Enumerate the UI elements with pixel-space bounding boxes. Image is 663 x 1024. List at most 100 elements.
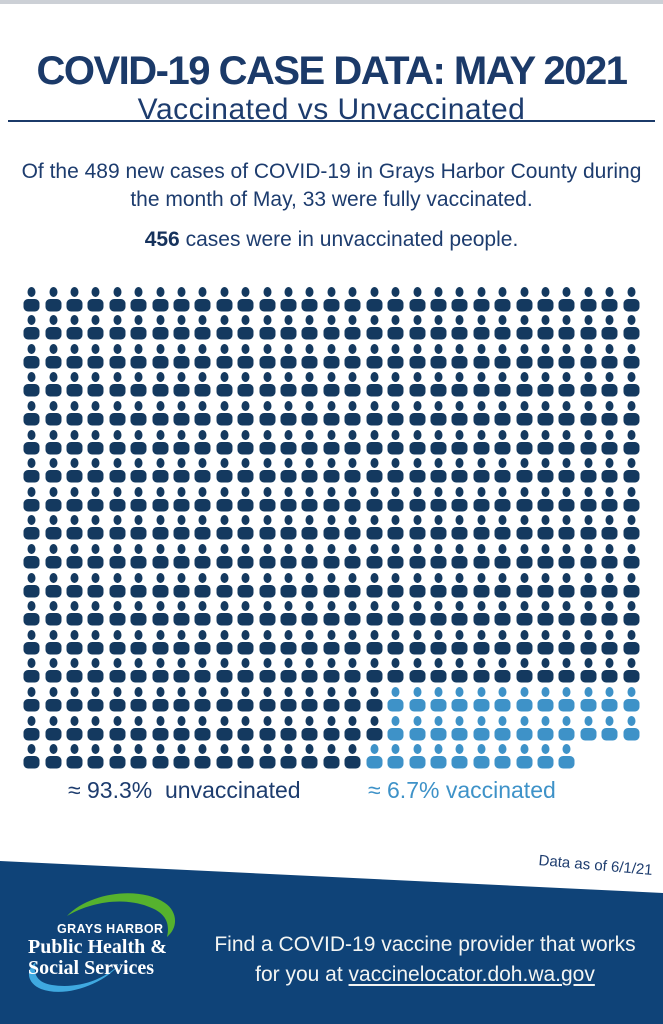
person-icon — [385, 686, 406, 712]
vaccine-locator-link[interactable]: vaccinelocator.doh.wa.gov — [348, 963, 595, 987]
person-icon — [42, 629, 63, 655]
person-icon — [278, 486, 299, 512]
pictogram-row — [21, 598, 642, 627]
person-icon — [171, 658, 192, 683]
person-icon — [471, 601, 492, 626]
person-icon — [256, 686, 277, 712]
person-icon — [406, 658, 427, 683]
person-icon — [107, 515, 128, 540]
pictogram-row — [21, 741, 642, 770]
person-icon — [406, 601, 427, 626]
person-icon — [342, 744, 363, 769]
person-icon — [235, 286, 256, 312]
person-icon — [578, 601, 599, 626]
person-icon — [192, 429, 213, 455]
logo-text-grays-harbor: GRAYS HARBOR — [57, 922, 164, 936]
person-icon — [406, 686, 427, 712]
person-icon — [385, 286, 406, 312]
person-icon — [492, 629, 513, 655]
person-icon — [21, 744, 42, 769]
person-icon — [256, 658, 277, 683]
legend-unvaccinated: ≈ 93.3% unvaccinated — [68, 777, 301, 803]
person-icon — [256, 315, 277, 340]
person-icon — [599, 515, 620, 540]
person-icon — [21, 343, 42, 369]
person-icon — [535, 601, 556, 626]
person-icon — [149, 658, 170, 683]
person-icon — [128, 400, 149, 426]
person-icon — [64, 515, 85, 540]
person-icon — [128, 629, 149, 655]
person-icon — [406, 486, 427, 512]
person-icon — [278, 343, 299, 369]
person-icon — [406, 429, 427, 455]
person-icon — [449, 744, 470, 769]
person-icon — [492, 486, 513, 512]
person-icon — [85, 429, 106, 455]
person-icon — [535, 686, 556, 712]
person-icon — [449, 572, 470, 598]
person-icon — [42, 744, 63, 769]
pictogram-row — [21, 483, 642, 512]
person-icon — [449, 486, 470, 512]
person-icon — [471, 572, 492, 598]
person-icon — [513, 458, 534, 483]
person-icon — [64, 658, 85, 683]
person-icon — [192, 715, 213, 741]
person-icon — [149, 343, 170, 369]
person-icon — [471, 486, 492, 512]
person-icon — [256, 543, 277, 569]
person-icon — [256, 400, 277, 426]
person-icon — [321, 486, 342, 512]
person-icon — [385, 486, 406, 512]
person-icon — [171, 343, 192, 369]
person-icon — [214, 686, 235, 712]
person-icon — [299, 543, 320, 569]
person-icon — [171, 543, 192, 569]
person-icon — [107, 658, 128, 683]
person-icon — [385, 543, 406, 569]
person-icon — [235, 543, 256, 569]
person-icon — [556, 629, 577, 655]
person-icon — [107, 400, 128, 426]
person-icon — [42, 515, 63, 540]
person-icon — [492, 429, 513, 455]
person-icon — [449, 715, 470, 741]
person-icon — [299, 686, 320, 712]
person-icon — [42, 715, 63, 741]
person-icon — [428, 744, 449, 769]
person-icon — [21, 515, 42, 540]
person-icon — [449, 372, 470, 397]
person-icon — [85, 400, 106, 426]
person-icon — [385, 744, 406, 769]
person-icon — [342, 343, 363, 369]
person-icon — [535, 400, 556, 426]
person-icon — [428, 458, 449, 483]
person-icon — [107, 543, 128, 569]
person-icon — [406, 286, 427, 312]
person-icon — [85, 715, 106, 741]
person-icon — [599, 315, 620, 340]
person-icon — [428, 629, 449, 655]
person-icon — [128, 715, 149, 741]
person-icon — [385, 572, 406, 598]
person-icon — [299, 601, 320, 626]
person-icon — [64, 715, 85, 741]
person-icon — [364, 458, 385, 483]
green-swoosh-icon — [67, 893, 176, 937]
person-icon — [64, 744, 85, 769]
person-icon — [85, 572, 106, 598]
person-icon — [256, 486, 277, 512]
person-icon — [107, 744, 128, 769]
person-icon — [64, 286, 85, 312]
person-icon — [385, 315, 406, 340]
person-icon — [321, 543, 342, 569]
person-icon — [128, 572, 149, 598]
person-icon — [214, 486, 235, 512]
pictogram-row — [21, 397, 642, 426]
person-icon — [513, 372, 534, 397]
person-icon — [556, 686, 577, 712]
person-icon — [428, 315, 449, 340]
person-icon — [321, 686, 342, 712]
person-icon — [42, 286, 63, 312]
